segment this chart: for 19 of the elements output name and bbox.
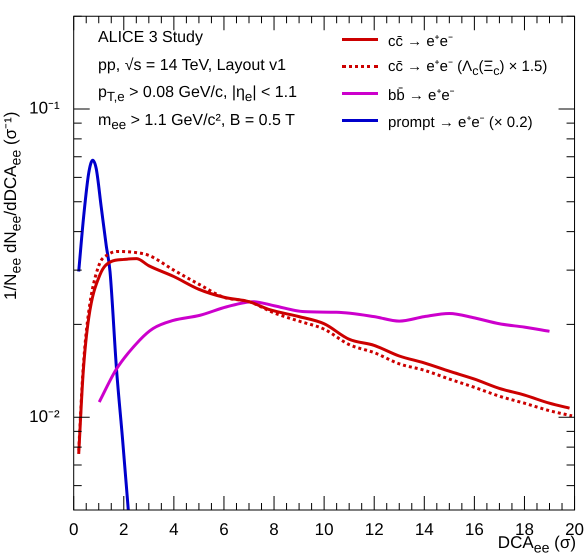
legend-label: cc̄ → e⁺e⁻	[388, 32, 454, 50]
legend-label: cc̄ → e⁺e⁻ (Λ$_{c}$(Ξ$_{c}$) × 1.5)	[388, 57, 548, 78]
x-tick-label: 12	[364, 520, 384, 539]
x-tick-label: 4	[169, 520, 179, 539]
x-tick-label: 14	[414, 520, 434, 539]
y-tick-label: 10⁻¹	[29, 98, 60, 118]
x-tick-label: 6	[219, 520, 229, 539]
legend-label: bb̄ → e⁺e⁻	[388, 86, 455, 104]
x-tick-label: 2	[119, 520, 129, 539]
x-tick-label: 16	[464, 520, 484, 539]
x-tick-label: 8	[269, 520, 279, 539]
annotation: pp, √s = 14 TeV, Layout v1	[98, 56, 286, 74]
legend-label: prompt → e⁺e⁻ (× 0.2)	[388, 112, 533, 130]
annotation: m$_{ee}$ > 1.1 GeV/c², B = 0.5 T	[98, 112, 295, 132]
annotation: ALICE 3 Study	[98, 29, 203, 47]
x-tick-label: 10	[314, 520, 334, 539]
annotation: p$_{T,e}$ > 0.08 GeV/c, |η$_{e}$| < 1.1	[98, 84, 297, 104]
y-tick-label: 10⁻²	[29, 406, 60, 426]
x-tick-label: 0	[68, 520, 78, 539]
